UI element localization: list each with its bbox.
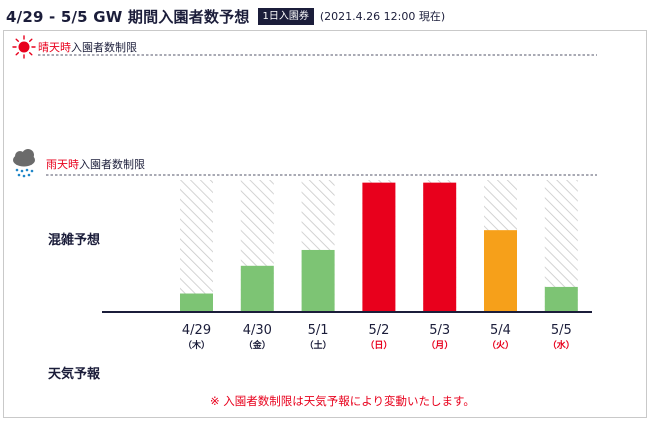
rain-cloud-icon (13, 149, 35, 178)
date-tick-label: 5/4 (490, 323, 511, 338)
ticket-type-badge: 1日入園券 (257, 7, 314, 25)
weekday-label: （土） (305, 339, 332, 351)
weekday-label: （火） (487, 340, 514, 351)
page-title: 4/29 - 5/5 GW 期間入園者数予想 (6, 7, 250, 26)
forecast-row-label: 混雑予想 (48, 232, 100, 248)
forecast-bar (180, 293, 213, 312)
weekday-label: （水） (548, 339, 575, 351)
date-tick-label: 5/2 (368, 323, 389, 338)
date-tick-label: 5/5 (551, 323, 572, 338)
date-tick-label: 5/3 (429, 323, 450, 338)
forecast-bar (484, 230, 517, 312)
page-header: 4/29 - 5/5 GW 期間入園者数予想 1日入園券 (2021.4.26 … (6, 4, 445, 28)
weekday-label: （金） (244, 339, 271, 351)
weather-row-label: 天気予報 (48, 366, 101, 382)
forecast-bar (362, 182, 396, 312)
bar-series: 4/29（木） 4/30（金） 5/1（土） 5/2 （日） 5/3 （月） 5/4 （火） 5/… (180, 180, 578, 351)
as-of-timestamp: (2021.4.26 12:00 現在) (319, 10, 446, 23)
date-tick-label: 4/29 (182, 323, 211, 338)
rainy-limit-label: 雨天時入園者数制限 (46, 158, 145, 171)
weekday-label: （日） (365, 340, 392, 351)
forecast-bar (301, 249, 335, 312)
forecast-bar (544, 286, 578, 312)
date-tick-label: 5/1 (308, 323, 329, 338)
forecast-bar (423, 182, 457, 312)
forecast-panel (3, 30, 647, 418)
weekday-label: （木） (183, 339, 210, 351)
limit-change-note: ※ 入園者数制限は天気予報により変動いたします。 (210, 394, 475, 408)
sun-icon (12, 35, 36, 59)
forecast-bar (240, 265, 274, 312)
weekday-label: （月） (426, 340, 453, 351)
capacity-background (180, 180, 213, 312)
sunny-limit-label: 晴天時入園者数制限 (38, 41, 137, 54)
date-tick-label: 4/30 (243, 323, 272, 338)
